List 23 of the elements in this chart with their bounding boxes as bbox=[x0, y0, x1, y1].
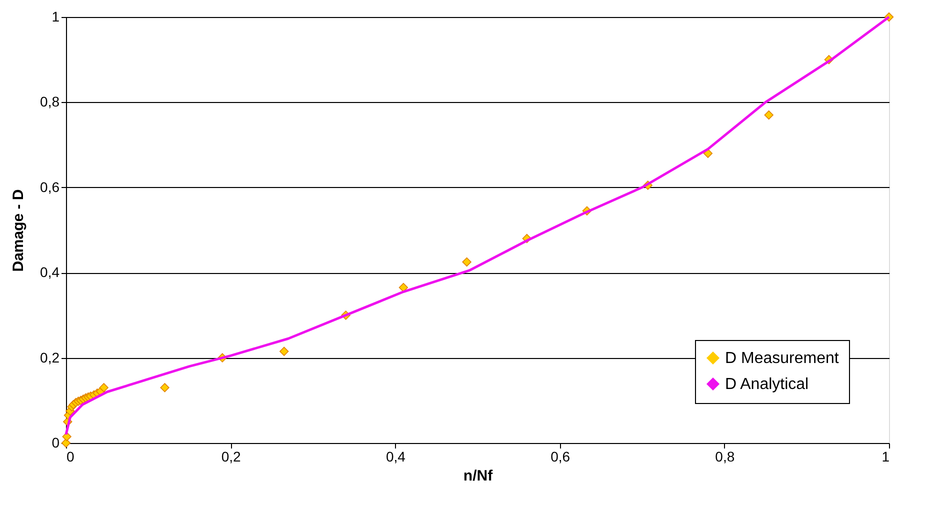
x-tick-label: 0,6 bbox=[550, 448, 570, 464]
y-tick-label: 0 bbox=[52, 434, 60, 450]
point bbox=[99, 383, 108, 392]
x-tick-label: 1 bbox=[882, 448, 890, 464]
x-tick-label: 0,8 bbox=[715, 448, 735, 464]
x-tick-label: 0,2 bbox=[221, 448, 242, 464]
y-tick-label: 0,4 bbox=[40, 264, 60, 280]
legend-label: D Measurement bbox=[725, 350, 840, 367]
x-tick-label: 0 bbox=[66, 448, 74, 464]
y-axis-title: Damage - D bbox=[10, 189, 28, 272]
point bbox=[160, 383, 170, 392]
point bbox=[280, 346, 289, 356]
legend-label: D Analytical bbox=[725, 376, 809, 393]
point bbox=[398, 282, 408, 292]
x-tick-label: 0,4 bbox=[386, 448, 406, 464]
y-tick-label: 1 bbox=[52, 8, 60, 24]
point bbox=[62, 432, 72, 442]
y-tick-label: 0,6 bbox=[40, 178, 60, 195]
y-tick-label: 0,2 bbox=[40, 349, 60, 366]
point bbox=[462, 257, 472, 267]
point bbox=[764, 110, 774, 120]
x-axis-title: n/Nf bbox=[463, 468, 494, 484]
y-tick-label: 0,8 bbox=[40, 94, 60, 110]
